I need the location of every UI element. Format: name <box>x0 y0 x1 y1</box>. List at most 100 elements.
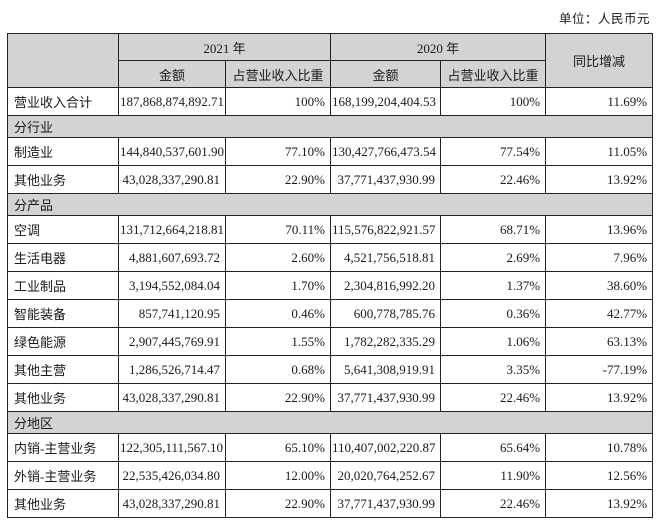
share-2020: 3.35% <box>440 355 547 384</box>
amount-2020: 20,020,764,252.67 <box>330 461 442 490</box>
table-row-total: 营业收入合计 187,868,874,892.71 100% 168,199,2… <box>7 87 654 116</box>
section-row-industry: 分行业 <box>6 115 654 138</box>
share-2021: 2.60% <box>224 243 332 272</box>
amount-2021: 122,305,111,567.10 <box>118 433 226 462</box>
section-label: 分行业 <box>6 115 654 138</box>
yoy-change: 42.77% <box>545 299 654 328</box>
unit-label: 单位：人民币元 <box>558 12 650 26</box>
yoy-change: 10.78% <box>545 433 654 462</box>
table-header-row-years: 2021 年 2020 年 同比增减 <box>7 33 654 88</box>
amount-2021: 4,881,607,693.72 <box>118 243 226 272</box>
amount-2020: 600,778,785.76 <box>330 299 442 328</box>
table-row: 绿色能源 2,907,445,769.91 1.55% 1,782,282,33… <box>7 327 654 356</box>
share-2021: 12.00% <box>224 461 332 490</box>
amount-2020: 168,199,204,404.53 <box>330 87 442 116</box>
share-2020: 0.36% <box>440 299 547 328</box>
share-2021: 22.90% <box>224 165 332 194</box>
amount-2020: 2,304,816,992.20 <box>330 271 442 300</box>
yoy-change: 13.92% <box>545 489 654 518</box>
share-2020: 65.64% <box>440 433 547 462</box>
table-row: 其他业务 43,028,337,290.81 22.90% 37,771,437… <box>7 165 654 194</box>
yoy-change: 11.69% <box>545 87 654 116</box>
share-2020: 22.46% <box>440 383 547 412</box>
yoy-change: 13.96% <box>545 215 654 244</box>
yoy-change: 12.56% <box>545 461 654 490</box>
yoy-change: -77.19% <box>545 355 654 384</box>
share-2020: 2.69% <box>440 243 547 272</box>
row-label: 其他业务 <box>7 383 119 412</box>
share-2021: 100% <box>224 87 332 116</box>
row-label: 内销-主营业务 <box>7 433 119 462</box>
amount-2021: 22,535,426,034.80 <box>118 461 226 490</box>
share-2020: 68.71% <box>440 215 547 244</box>
yoy-change: 13.92% <box>545 383 654 412</box>
amount-2020: 4,521,756,518.81 <box>330 243 442 272</box>
row-label: 生活电器 <box>7 243 119 272</box>
amount-2020: 130,427,766,473.54 <box>330 137 442 166</box>
row-label: 营业收入合计 <box>7 87 119 116</box>
amount-2021: 1,286,526,714.47 <box>118 355 226 384</box>
yoy-change: 11.05% <box>545 137 654 166</box>
section-row-region: 分地区 <box>6 411 654 434</box>
amount-2020: 110,407,002,220.87 <box>330 433 442 462</box>
table-row: 内销-主营业务 122,305,111,567.10 65.10% 110,40… <box>7 433 654 462</box>
table-header-row-metrics: 金额 占营业收入比重 金额 占营业收入比重 <box>8 60 653 88</box>
section-label: 分地区 <box>6 411 654 434</box>
share-2021: 1.70% <box>224 271 332 300</box>
amount-2021: 131,712,664,218.81 <box>118 215 226 244</box>
yoy-change: 13.92% <box>545 165 654 194</box>
yoy-change: 63.13% <box>545 327 654 356</box>
amount-2021: 43,028,337,290.81 <box>118 165 226 194</box>
row-label: 空调 <box>7 215 119 244</box>
share-2020: 11.90% <box>440 461 547 490</box>
amount-2021: 3,194,552,084.04 <box>118 271 226 300</box>
amount-2020: 115,576,822,921.57 <box>330 215 442 244</box>
row-label: 其他主营 <box>7 355 119 384</box>
amount-2021: 857,741,120.95 <box>118 299 226 328</box>
share-2021: 1.55% <box>224 327 332 356</box>
corner-blank-cell <box>7 33 119 88</box>
table-row: 工业制品 3,194,552,084.04 1.70% 2,304,816,99… <box>7 271 654 300</box>
share-2021: 70.11% <box>224 215 332 244</box>
section-label: 分产品 <box>6 193 654 216</box>
amount-2020: 37,771,437,930.99 <box>330 489 442 518</box>
share-2020: 22.46% <box>440 165 547 194</box>
row-label: 绿色能源 <box>7 327 119 356</box>
amount-2021: 144,840,537,601.90 <box>118 137 226 166</box>
yoy-change: 7.96% <box>545 243 654 272</box>
amount-2021: 187,868,874,892.71 <box>118 87 226 116</box>
revenue-table: 2021 年 2020 年 同比增减 金额 占营业收入比重 金额 占营业收入比重… <box>6 33 654 518</box>
row-label: 其他业务 <box>7 489 119 518</box>
share-2021: 0.46% <box>224 299 332 328</box>
amount-2021-header: 金额 <box>118 60 226 88</box>
table-row: 其他业务 43,028,337,290.81 22.90% 37,771,437… <box>7 489 654 518</box>
share-2020-header: 占营业收入比重 <box>440 60 547 88</box>
row-label: 制造业 <box>7 137 119 166</box>
share-2020: 1.37% <box>440 271 547 300</box>
amount-2020: 1,782,282,335.29 <box>330 327 442 356</box>
section-row-product: 分产品 <box>6 193 654 216</box>
row-label: 智能装备 <box>7 299 119 328</box>
row-label: 工业制品 <box>7 271 119 300</box>
table-row: 其他主营 1,286,526,714.47 0.68% 5,641,308,91… <box>7 355 654 384</box>
table-row: 外销-主营业务 22,535,426,034.80 12.00% 20,020,… <box>7 461 654 490</box>
share-2021: 22.90% <box>224 489 332 518</box>
amount-2020: 37,771,437,930.99 <box>330 165 442 194</box>
amount-2020: 5,641,308,919.91 <box>330 355 442 384</box>
table-row: 其他业务 43,028,337,290.81 22.90% 37,771,437… <box>7 383 654 412</box>
table-row: 生活电器 4,881,607,693.72 2.60% 4,521,756,51… <box>7 243 654 272</box>
yoy-header: 同比增减 <box>545 33 654 88</box>
share-2021-header: 占营业收入比重 <box>224 60 332 88</box>
table-row: 空调 131,712,664,218.81 70.11% 115,576,822… <box>7 215 654 244</box>
share-2020: 1.06% <box>440 327 547 356</box>
share-2021: 65.10% <box>224 433 332 462</box>
share-2021: 77.10% <box>224 137 332 166</box>
yoy-change: 38.60% <box>545 271 654 300</box>
share-2020: 22.46% <box>440 489 547 518</box>
table-row: 制造业 144,840,537,601.90 77.10% 130,427,76… <box>7 137 654 166</box>
year-2021-header: 2021 年 <box>117 33 332 61</box>
row-label: 外销-主营业务 <box>7 461 119 490</box>
amount-2021: 43,028,337,290.81 <box>118 383 226 412</box>
amount-2020-header: 金额 <box>330 60 442 88</box>
